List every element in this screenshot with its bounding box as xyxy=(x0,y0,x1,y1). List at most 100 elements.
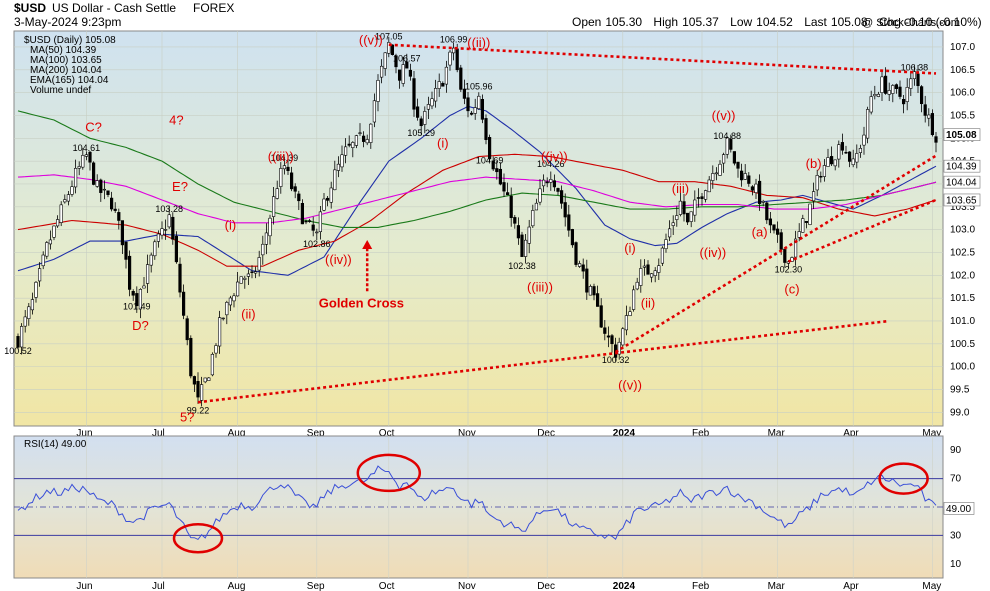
candle-body xyxy=(426,104,431,110)
candle-body xyxy=(678,200,682,215)
date-axis: Jun Jul Aug Sep Oct Nov Dec 2024 Feb Mar Apr May xyxy=(76,428,941,439)
date-tick-label: Aug xyxy=(228,428,246,439)
candle-body xyxy=(246,273,251,277)
candle-body xyxy=(138,289,143,310)
candle-body xyxy=(801,218,805,233)
candle-body xyxy=(19,326,24,348)
price-label: 106.99 xyxy=(440,34,468,44)
rsi-value-badge-text: 49.00 xyxy=(946,504,971,515)
candle-body xyxy=(128,255,132,290)
candle-body xyxy=(570,229,574,246)
candle-body xyxy=(124,241,128,260)
candle-body xyxy=(387,42,391,54)
candle-body xyxy=(718,163,722,176)
candle-body xyxy=(865,109,870,139)
candle-body xyxy=(804,221,808,223)
candle-body xyxy=(797,231,801,238)
candle-body xyxy=(826,157,830,167)
candle-body xyxy=(52,225,56,238)
wave-label: 4? xyxy=(169,113,183,128)
candle-body xyxy=(541,179,546,187)
date-tick-label: 2024 xyxy=(613,428,636,439)
wave-label: (ii) xyxy=(641,295,655,310)
candle-body xyxy=(480,99,485,120)
price-label: 102.38 xyxy=(508,261,536,271)
candle-body xyxy=(207,377,211,381)
dotted-trendline xyxy=(787,198,937,263)
legend-ema165: EMA(165) 104.04 xyxy=(30,75,109,86)
candle-body xyxy=(117,212,121,221)
date-tick-label: Jul xyxy=(152,428,165,439)
candle-body xyxy=(318,211,323,232)
watermark: @ StockCharts.com xyxy=(862,17,960,29)
price-label: 102.30 xyxy=(775,265,803,275)
candle-body xyxy=(696,197,700,199)
wave-label: ((iv)) xyxy=(325,252,352,267)
candle-body xyxy=(236,281,240,297)
candle-body xyxy=(146,264,150,284)
ohlc-readout: Open 105.30 High 105.37 Low 104.52 Last 105.… xyxy=(572,15,982,29)
candle-body xyxy=(333,169,337,191)
rsi-value-badge xyxy=(943,502,975,515)
candle-body xyxy=(77,166,81,169)
candle-body xyxy=(624,315,628,331)
candle-body xyxy=(30,299,35,311)
golden-cross-arrowhead xyxy=(362,240,373,250)
candle-body xyxy=(534,202,538,211)
price-label: 100.52 xyxy=(4,346,32,356)
rsi-date-tick-label: Nov xyxy=(458,581,476,591)
candle-body xyxy=(757,180,762,204)
candle-body xyxy=(459,67,463,90)
candle-body xyxy=(549,179,553,183)
wave-label: E? xyxy=(172,179,188,194)
candle-body xyxy=(16,336,20,348)
candle-body xyxy=(401,64,405,84)
price-tick-label: 103.5 xyxy=(950,202,975,213)
candle-body xyxy=(268,217,272,237)
candle-body xyxy=(815,175,819,191)
candle-body xyxy=(711,173,715,181)
price-tick-label: 100.0 xyxy=(950,362,975,373)
wave-label: ((iv)) xyxy=(541,149,568,164)
candle-body xyxy=(200,384,204,401)
ma-line-ema165 xyxy=(17,174,937,224)
price-label: 100.32 xyxy=(602,355,630,365)
candle-body xyxy=(81,155,85,168)
candle-body xyxy=(606,335,610,338)
candle-body xyxy=(433,88,438,102)
value-badge xyxy=(943,193,981,207)
candle-body xyxy=(218,317,222,347)
candle-body xyxy=(358,132,362,134)
candle-body xyxy=(451,47,456,54)
candle-body xyxy=(894,84,898,89)
candle-body xyxy=(383,52,387,69)
candle-body xyxy=(376,80,380,102)
candle-body xyxy=(649,273,654,278)
candle-body xyxy=(311,224,315,231)
rsi-tick-label: 90 xyxy=(950,445,962,456)
price-label: 104.69 xyxy=(476,155,504,165)
candle-body xyxy=(739,170,744,181)
candle-body xyxy=(617,341,621,355)
candle-body xyxy=(120,220,124,246)
candle-body xyxy=(239,276,243,284)
price-label: 99.22 xyxy=(187,405,210,415)
candle-body xyxy=(919,86,924,105)
candle-body xyxy=(595,293,600,307)
candle-body xyxy=(689,211,693,222)
candle-body xyxy=(369,123,373,143)
legend-ma200: MA(200) 104.04 xyxy=(30,65,102,76)
price-tick-label: 105.5 xyxy=(950,110,975,121)
date-tick-label: Apr xyxy=(843,428,859,439)
candle-body xyxy=(538,188,542,203)
trendlines xyxy=(197,43,937,404)
candle-body xyxy=(891,85,895,94)
date-tick-label: Feb xyxy=(692,428,710,439)
candle-body xyxy=(851,158,855,166)
candle-body xyxy=(254,271,258,274)
candle-body xyxy=(581,264,585,272)
candle-body xyxy=(397,69,402,81)
candle-body xyxy=(880,76,884,93)
candle-body xyxy=(275,188,279,199)
candle-body xyxy=(916,73,920,87)
